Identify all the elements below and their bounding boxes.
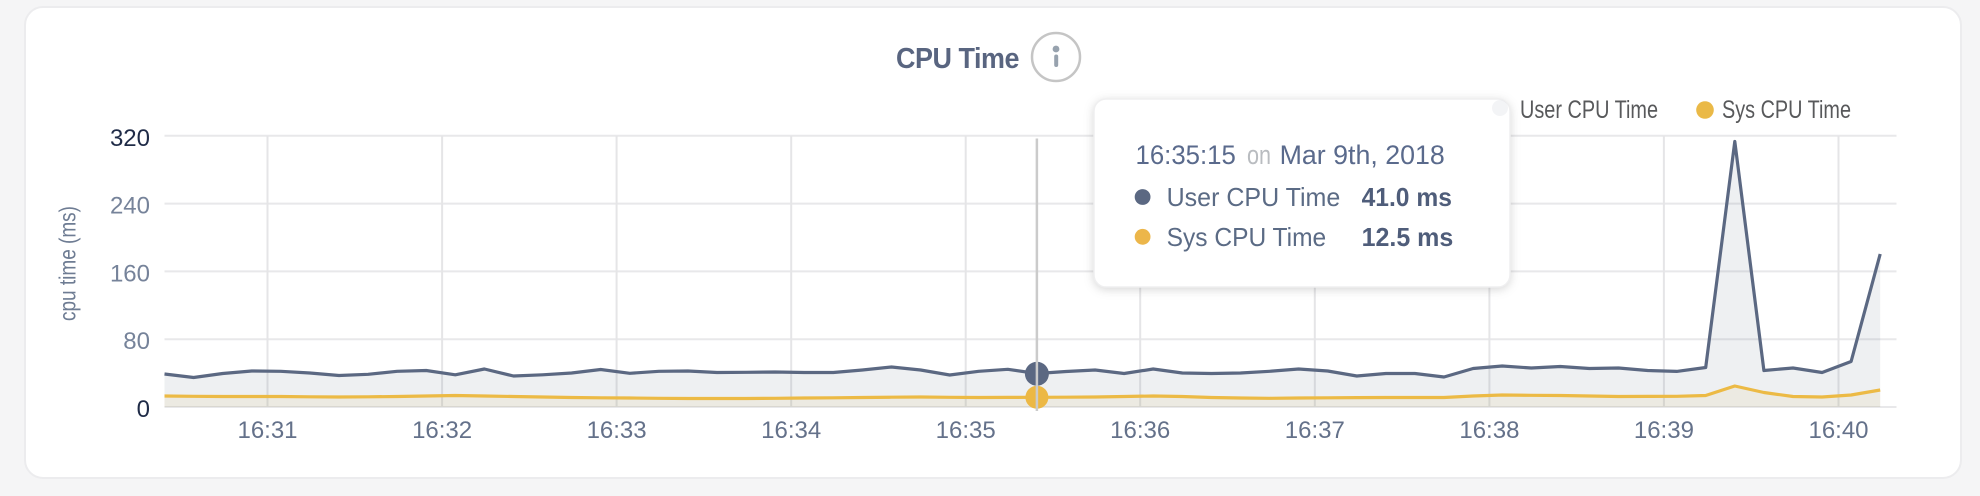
svg-text:16:34: 16:34 bbox=[761, 417, 821, 444]
svg-text:cpu time (ms): cpu time (ms) bbox=[55, 206, 81, 321]
svg-text:CPU Time: CPU Time bbox=[896, 43, 1019, 75]
svg-text:Sys CPU Time: Sys CPU Time bbox=[1722, 96, 1851, 124]
svg-text:16:37: 16:37 bbox=[1285, 417, 1345, 444]
svg-text:Mar 9th, 2018: Mar 9th, 2018 bbox=[1280, 140, 1445, 170]
svg-text:41.0 ms: 41.0 ms bbox=[1362, 182, 1452, 212]
svg-text:16:39: 16:39 bbox=[1634, 417, 1694, 444]
svg-text:on: on bbox=[1247, 140, 1271, 170]
svg-text:16:38: 16:38 bbox=[1459, 417, 1519, 444]
svg-text:User CPU Time: User CPU Time bbox=[1520, 96, 1658, 124]
svg-text:16:35: 16:35 bbox=[936, 417, 996, 444]
svg-text:240: 240 bbox=[110, 193, 150, 220]
svg-text:0: 0 bbox=[137, 396, 150, 423]
svg-text:User CPU Time: User CPU Time bbox=[1167, 182, 1341, 212]
svg-text:Sys CPU Time: Sys CPU Time bbox=[1167, 222, 1327, 252]
svg-text:16:32: 16:32 bbox=[412, 417, 472, 444]
svg-text:16:31: 16:31 bbox=[237, 417, 297, 444]
svg-text:12.5 ms: 12.5 ms bbox=[1362, 222, 1454, 252]
svg-text:16:33: 16:33 bbox=[587, 417, 647, 444]
svg-text:16:36: 16:36 bbox=[1110, 417, 1170, 444]
svg-text:160: 160 bbox=[110, 260, 150, 287]
svg-text:16:35:15: 16:35:15 bbox=[1136, 140, 1236, 170]
svg-text:320: 320 bbox=[110, 125, 150, 152]
svg-text:16:40: 16:40 bbox=[1808, 417, 1868, 444]
svg-text:80: 80 bbox=[123, 328, 150, 355]
